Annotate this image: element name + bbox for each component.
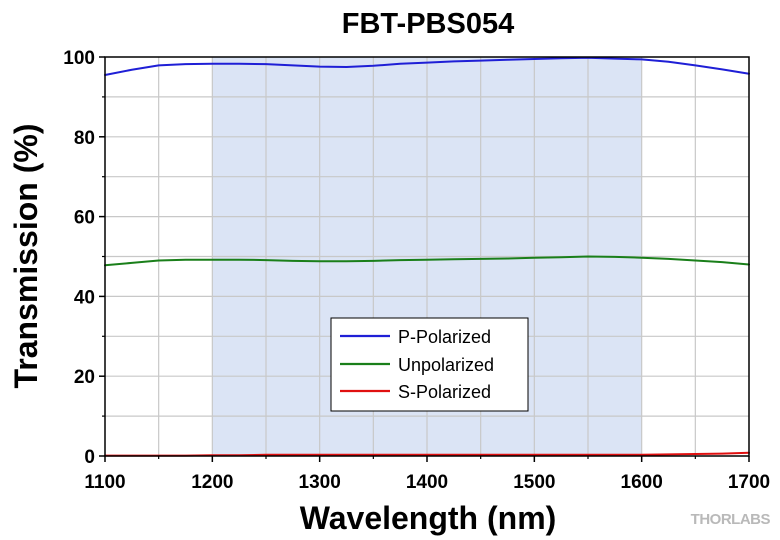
legend-label-unpolarized: Unpolarized [398,355,494,375]
series-line-unpolarized [104,255,750,267]
y-tick-label: 20 [74,367,95,388]
thorlabs-watermark: THORLABS [691,511,771,528]
y-tick-label: 40 [74,287,95,308]
legend-label-p-polarized: P-Polarized [398,327,491,347]
series-line-s-polarized [104,451,750,457]
axis-ticks [99,56,750,462]
y-tick-label: 80 [74,128,95,149]
x-tick-label: 1100 [84,472,125,493]
x-tick-label: 1600 [621,472,663,493]
y-axis-label: Transmission (%) [8,124,44,389]
series-line-p-polarized [104,56,750,76]
x-tick-label: 1700 [728,472,770,493]
x-tick-labels: 1100 1200 1300 1400 1500 1600 1700 [84,472,770,493]
plot-area [99,56,750,462]
legend-label-s-polarized: S-Polarized [398,382,491,402]
x-tick-label: 1300 [299,472,341,493]
legend: P-Polarized Unpolarized S-Polarized [330,317,529,412]
y-tick-label: 100 [63,48,95,69]
x-tick-label: 1200 [191,472,233,493]
x-tick-label: 1500 [513,472,555,493]
chart-title: FBT-PBS054 [342,8,514,40]
x-tick-label: 1400 [406,472,448,493]
x-axis-label: Wavelength (nm) [300,500,557,536]
y-tick-labels: 0 20 40 60 80 100 [63,48,95,468]
y-tick-label: 0 [84,447,95,468]
y-tick-label: 60 [74,208,95,229]
grid [105,57,749,456]
series-lines [104,56,750,457]
